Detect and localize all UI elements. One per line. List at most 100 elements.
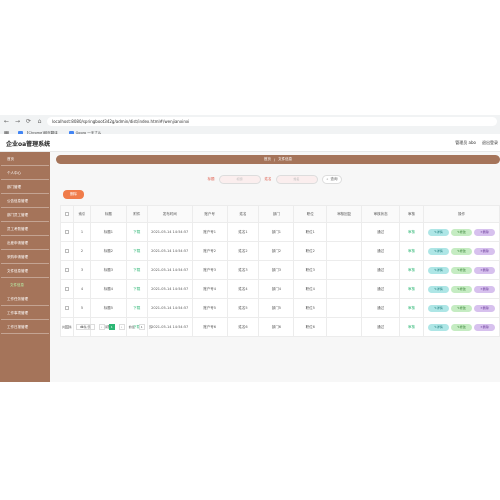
name-search-input[interactable]: 姓名 <box>275 174 318 184</box>
back-icon[interactable]: ← <box>3 118 10 125</box>
column-header[interactable]: 账户号 <box>191 205 228 223</box>
sidebar-item-profile[interactable]: 个人中心 <box>1 167 49 180</box>
detail-button[interactable]: ✎ 详情 <box>427 285 449 293</box>
row-checkbox[interactable] <box>64 229 69 234</box>
column-header[interactable]: 部门 <box>258 205 295 223</box>
row-select-cell[interactable] <box>60 317 74 337</box>
delete-button[interactable]: ✕ 删除 <box>473 266 495 274</box>
column-header[interactable]: 职位 <box>293 205 328 223</box>
bookmark-item[interactable]: 【Chrome]网页翻译 <box>15 130 61 137</box>
prev-page-button[interactable]: ‹ <box>98 324 105 330</box>
row-position: 职位1 <box>293 222 328 242</box>
row-review-link[interactable]: 审核 <box>399 260 424 280</box>
next-page-button[interactable]: › <box>118 324 125 330</box>
page-number-button[interactable]: 1 <box>108 324 115 330</box>
reload-icon[interactable]: ⟳ <box>25 118 32 125</box>
detail-button[interactable]: ✎ 详情 <box>427 228 449 236</box>
page-size-select[interactable]: 10条/页 <box>75 324 95 330</box>
title-search-input[interactable]: 标题 <box>218 174 261 184</box>
sidebar-item-tasks[interactable]: 工作任务管理 <box>1 293 49 306</box>
edit-button[interactable]: ✎ 修改 <box>450 304 472 312</box>
home-icon[interactable]: ⌂ <box>37 118 42 125</box>
sidebar-item-notice[interactable]: 公告信息管理 <box>1 195 49 208</box>
edit-button[interactable]: ✎ 修改 <box>450 247 472 255</box>
detail-button[interactable]: ✎ 详情 <box>427 304 449 312</box>
row-review-status: 通过 <box>361 260 401 280</box>
row-select-cell[interactable] <box>60 279 74 299</box>
sidebar-item-matters[interactable]: 工作事项管理 <box>1 307 49 320</box>
apps-icon[interactable]: ▦ <box>3 129 10 137</box>
bookmark-item[interactable]: Gopro 一天了么 <box>66 130 105 137</box>
row-account: 账户号4 <box>191 279 228 299</box>
delete-button[interactable]: ✕ 删除 <box>473 228 495 236</box>
row-checkbox[interactable] <box>64 305 69 310</box>
column-header[interactable]: 审核回复 <box>326 205 363 223</box>
column-header[interactable]: 审核状态 <box>361 205 401 223</box>
sidebar-item-purchase[interactable]: 采购申请管理 <box>1 251 49 264</box>
row-select-cell[interactable] <box>60 260 74 280</box>
sidebar-item-home[interactable]: 首页 <box>1 153 49 166</box>
address-bar[interactable]: localhost:8080/springboot342g/admin/dist… <box>47 117 497 126</box>
logout-link[interactable]: 退出登录 <box>482 140 498 145</box>
goto-label: 前往 <box>128 325 135 329</box>
select-all-cell[interactable] <box>60 205 74 223</box>
detail-button[interactable]: ✎ 详情 <box>427 247 449 255</box>
sidebar-item-attendance[interactable]: 员工考勤管理 <box>1 223 49 236</box>
row-attachment-link[interactable]: 下载 <box>125 279 148 299</box>
row-review-link[interactable]: 审核 <box>399 298 424 318</box>
row-attachment-link[interactable]: 下载 <box>125 241 148 261</box>
table-header-row: 索引 标题 附件 发布时间 账户号 姓名 部门 职位 审核回复 审核状态 审核 … <box>60 205 500 223</box>
delete-button[interactable]: ✕ 删除 <box>473 285 495 293</box>
row-attachment-link[interactable]: 下载 <box>125 298 148 318</box>
row-checkbox[interactable] <box>64 248 69 253</box>
edit-button[interactable]: ✎ 修改 <box>450 285 472 293</box>
forward-icon[interactable]: → <box>14 118 21 125</box>
goto-page-input[interactable]: 1 <box>138 324 145 330</box>
row-review-link[interactable]: 审核 <box>399 317 424 337</box>
row-position: 职位6 <box>293 317 328 337</box>
row-ops: ✎ 详情 ✎ 修改 ✕ 删除 <box>424 304 499 312</box>
select-all-checkbox[interactable] <box>64 211 69 216</box>
row-review-reply <box>326 298 363 318</box>
row-checkbox[interactable] <box>64 286 69 291</box>
row-publish-time: 2021-05-14 14:54:57 <box>146 298 193 318</box>
row-review-link[interactable]: 审核 <box>399 241 424 261</box>
row-select-cell[interactable] <box>60 241 74 261</box>
row-select-cell[interactable] <box>60 222 74 242</box>
row-ops-cell: ✎ 详情 ✎ 修改 ✕ 删除 <box>422 222 500 242</box>
row-review-link[interactable]: 审核 <box>399 222 424 242</box>
sidebar-item-daily[interactable]: 工作日报管理 <box>1 321 49 334</box>
sidebar-item-staff[interactable]: 部门员工管理 <box>1 209 49 222</box>
column-header[interactable]: 标题 <box>89 205 127 223</box>
breadcrumb-home[interactable]: 首页 <box>263 157 271 161</box>
row-checkbox[interactable] <box>64 324 69 329</box>
delete-button[interactable]: ✕ 删除 <box>473 323 495 331</box>
column-header[interactable]: 发布时间 <box>146 205 193 223</box>
row-select-cell[interactable] <box>60 298 74 318</box>
column-header[interactable]: 姓名 <box>226 205 260 223</box>
search-button[interactable]: ⌕ 查询 <box>321 174 343 184</box>
detail-button[interactable]: ✎ 详情 <box>427 266 449 274</box>
sidebar-item-trip[interactable]: 出差申请管理 <box>1 237 49 250</box>
row-name: 姓名5 <box>226 298 260 318</box>
row-checkbox[interactable] <box>64 267 69 272</box>
row-attachment-link[interactable]: 下载 <box>125 222 148 242</box>
column-header[interactable]: 附件 <box>125 205 148 223</box>
sidebar-item-department[interactable]: 部门管理 <box>1 181 49 194</box>
edit-button[interactable]: ✎ 修改 <box>450 266 472 274</box>
delete-button[interactable]: ✕ 删除 <box>473 304 495 312</box>
detail-button[interactable]: ✎ 详情 <box>427 323 449 331</box>
sidebar-subitem-files[interactable]: 文件信息 <box>10 283 24 287</box>
row-department: 部门2 <box>258 241 295 261</box>
row-ops: ✎ 详情 ✎ 修改 ✕ 删除 <box>424 285 499 293</box>
row-attachment-link[interactable]: 下载 <box>125 260 148 280</box>
row-review-reply <box>326 317 363 337</box>
bookmark-icon <box>18 130 23 136</box>
delete-button[interactable]: ✕ 删除 <box>473 247 495 255</box>
batch-delete-button[interactable]: 删除 <box>63 190 84 199</box>
edit-button[interactable]: ✎ 修改 <box>450 323 472 331</box>
edit-button[interactable]: ✎ 修改 <box>450 228 472 236</box>
row-review-link[interactable]: 审核 <box>399 279 424 299</box>
breadcrumb-separator: / <box>273 157 276 162</box>
sidebar-item-files[interactable]: 文件信息管理 <box>1 265 49 278</box>
